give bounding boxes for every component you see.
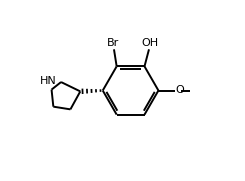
Text: HN: HN	[40, 76, 57, 86]
Text: Br: Br	[107, 38, 119, 48]
Text: O: O	[175, 85, 184, 96]
Text: OH: OH	[141, 38, 159, 48]
